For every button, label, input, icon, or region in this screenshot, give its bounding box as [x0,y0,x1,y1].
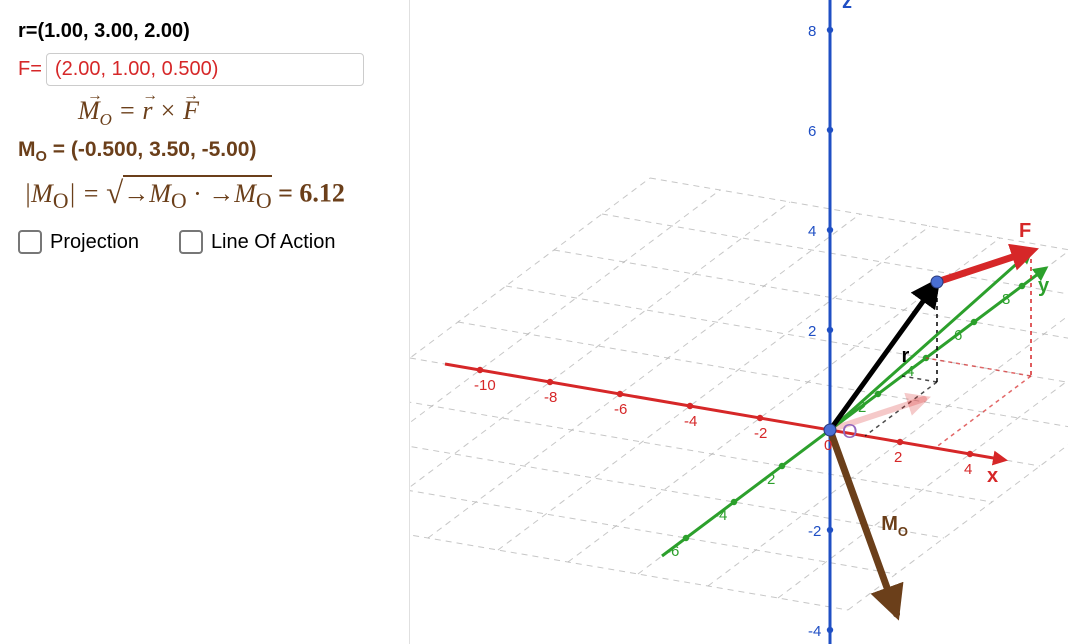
line-of-action-checkbox[interactable]: Line Of Action [179,230,336,254]
svg-text:z: z [842,0,852,13]
svg-text:MO: MO [881,513,908,539]
f-vector-row: F= [18,53,391,86]
magnitude-formula: |MO| = √→MO · →MO = 6.12 [24,175,391,214]
projection-label: Projection [50,231,139,254]
svg-text:O: O [842,421,858,443]
3d-plot[interactable]: xyz-10-8-6-4-2024-6-4-22468-4-22468rFMOO [410,0,1068,644]
svg-text:2: 2 [858,399,866,416]
svg-text:8: 8 [1002,291,1010,308]
svg-text:-4: -4 [808,623,821,640]
options-row: Projection Line Of Action [18,230,391,254]
svg-text:-10: -10 [474,377,496,394]
svg-text:-4: -4 [714,507,727,524]
svg-text:x: x [987,465,998,487]
svg-text:r: r [902,345,910,367]
svg-text:4: 4 [964,461,972,478]
moment-value: MO = (-0.500, 3.50, -5.00) [18,138,391,165]
sidebar: r=(1.00, 3.00, 2.00) F= →MO = →r × →F MO… [0,0,410,644]
svg-text:-2: -2 [754,425,767,442]
loa-label: Line Of Action [211,231,336,254]
checkbox-icon [18,230,42,254]
plot-svg: xyz-10-8-6-4-2024-6-4-22468-4-22468rFMOO [410,0,1068,644]
projection-checkbox[interactable]: Projection [18,230,139,254]
svg-text:-2: -2 [808,523,821,540]
svg-text:-4: -4 [684,413,697,430]
svg-text:2: 2 [808,323,816,340]
r-vector-row: r=(1.00, 3.00, 2.00) [18,20,391,43]
svg-text:8: 8 [808,23,816,40]
r-vector-label: r=(1.00, 3.00, 2.00) [18,20,190,43]
svg-text:-8: -8 [544,389,557,406]
checkbox-icon [179,230,203,254]
svg-text:0: 0 [824,437,832,454]
svg-text:2: 2 [894,449,902,466]
cross-product-formula: →MO = →r × →F [78,96,391,130]
svg-text:6: 6 [808,123,816,140]
svg-text:-6: -6 [614,401,627,418]
svg-text:4: 4 [808,223,816,240]
svg-text:-6: -6 [666,543,679,560]
svg-text:6: 6 [954,327,962,344]
svg-text:F: F [1019,220,1031,242]
f-vector-input[interactable] [46,53,364,86]
svg-text:-2: -2 [762,471,775,488]
f-prefix: F= [18,58,42,81]
svg-text:y: y [1038,275,1050,297]
